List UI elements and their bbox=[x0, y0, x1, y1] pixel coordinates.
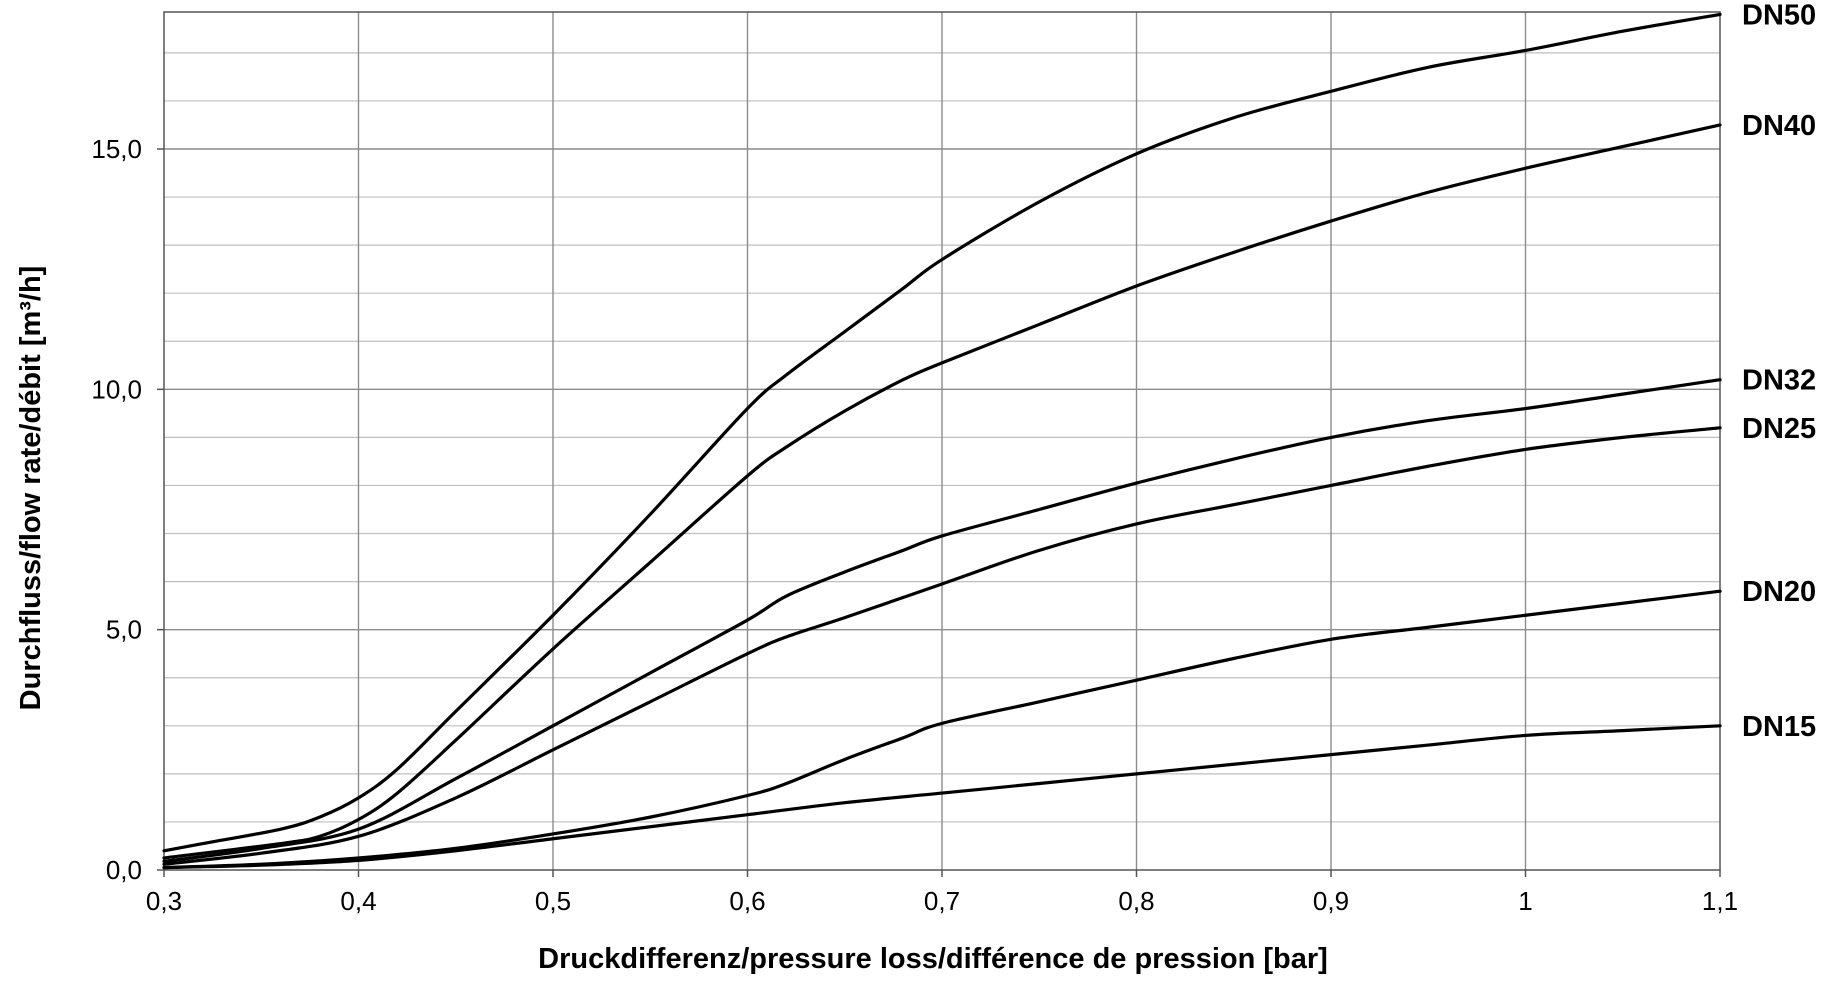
series-line-dn15 bbox=[162, 724, 1722, 870]
series-line-dn40 bbox=[162, 123, 1722, 860]
series-line-dn32 bbox=[162, 378, 1722, 863]
y-tick-label: 5,0 bbox=[106, 615, 142, 645]
series-line-dn25 bbox=[162, 426, 1722, 866]
x-tick-label: 0,4 bbox=[340, 886, 376, 916]
series-label-dn20: DN20 bbox=[1742, 576, 1816, 608]
x-axis-title: Druckdifferenz/pressure loss/différence … bbox=[538, 943, 1328, 975]
series-label-dn50: DN50 bbox=[1742, 0, 1816, 31]
y-axis-title: Durchfluss/flow rate/débit [m³/h] bbox=[15, 266, 47, 711]
x-tick-label: 0,7 bbox=[924, 886, 960, 916]
x-tick-label: 1,1 bbox=[1702, 886, 1738, 916]
y-tick-label: 0,0 bbox=[106, 855, 142, 885]
series-labels: DN50 DN40 DN32 DN25 DN20 DN15 bbox=[1742, 0, 1816, 743]
x-tick-label: 0,3 bbox=[146, 886, 182, 916]
series-label-dn40: DN40 bbox=[1742, 110, 1816, 142]
x-tick-label: 0,9 bbox=[1313, 886, 1349, 916]
y-tick-label: 15,0 bbox=[91, 134, 142, 164]
x-axis-ticks: 0,3 0,4 0,5 0,6 0,7 0,8 0,9 1 1,1 bbox=[146, 870, 1738, 916]
series-label-dn32: DN32 bbox=[1742, 365, 1816, 397]
x-tick-label: 0,6 bbox=[729, 886, 765, 916]
series-label-dn25: DN25 bbox=[1742, 413, 1816, 445]
y-axis-ticks: 0,0 5,0 10,0 15,0 bbox=[91, 134, 164, 885]
x-tick-label: 0,5 bbox=[535, 886, 571, 916]
y-tick-label: 10,0 bbox=[91, 374, 142, 404]
series-line-dn20 bbox=[162, 589, 1722, 870]
x-tick-label: 0,8 bbox=[1118, 886, 1154, 916]
x-tick-label: 1 bbox=[1518, 886, 1532, 916]
grid bbox=[164, 12, 1720, 870]
series-line-dn50 bbox=[162, 12, 1722, 853]
series-label-dn15: DN15 bbox=[1742, 711, 1816, 743]
series-lines bbox=[162, 12, 1722, 870]
